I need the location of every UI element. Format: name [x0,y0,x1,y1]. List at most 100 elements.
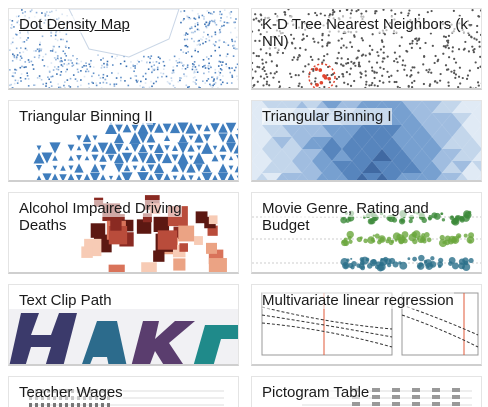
thumbnail-shape [468,232,475,239]
thumbnail-shape [198,43,201,46]
thumbnail-shape [127,84,130,87]
thumbnail-shape [80,79,82,81]
thumbnail-shape [474,87,477,88]
thumbnail-shape [231,74,233,77]
gallery-card[interactable]: Pictogram Table [251,376,482,407]
thumbnail-shape [35,50,37,52]
thumbnail-shape [458,262,466,270]
thumbnail-shape [57,66,60,68]
thumbnail-shape [148,145,154,151]
thumbnail-shape [65,45,68,48]
thumbnail-shape [462,125,481,137]
thumbnail-shape [132,165,138,171]
gallery-card[interactable]: Triangular Binning I [251,100,482,182]
thumbnail-shape [156,66,159,69]
gallery-card[interactable]: Movie Genre, Rating and Budget [251,192,482,274]
thumbnail-shape [179,77,181,79]
thumbnail-shape [368,52,371,55]
thumbnail-shape [185,122,197,134]
thumbnail-shape [106,66,108,69]
thumbnail-shape [52,48,54,51]
card-title[interactable]: Multivariate linear regression [262,292,473,309]
gallery-card[interactable]: Dot Density Map [8,8,239,90]
thumbnail-shape [411,85,414,88]
card-title[interactable]: Alcohol Impaired Driving Deaths [19,200,230,234]
thumbnail-shape [217,87,219,88]
thumbnail-shape [258,39,261,42]
thumbnail-shape [305,34,309,38]
thumbnail-shape [442,137,462,149]
card-title[interactable]: Movie Genre, Rating and Budget [262,200,473,234]
thumbnail-shape [473,47,476,51]
thumbnail-shape [380,39,384,42]
thumbnail-shape [195,124,203,132]
card-title[interactable]: Triangular Binning II [19,108,230,125]
thumbnail-shape [208,258,227,272]
thumbnail-shape [38,54,41,57]
thumbnail-shape [117,72,120,75]
thumbnail-shape [120,76,122,79]
card-title[interactable]: Triangular Binning I [262,108,473,125]
thumbnail-shape [59,60,62,63]
thumbnail-shape [179,79,181,82]
card-title[interactable]: Dot Density Map [19,16,230,33]
card-title[interactable]: Teacher Wages [19,384,230,401]
thumbnail-shape [262,161,282,173]
thumbnail-shape [314,80,317,83]
thumbnail-shape [422,89,424,90]
thumbnail-shape [272,76,275,79]
thumbnail-shape [186,163,196,173]
gallery-card[interactable]: K-D Tree Nearest Neighbors (k-NN) [251,8,482,90]
thumbnail-shape [185,84,188,87]
thumbnail-shape [287,9,290,11]
thumbnail-shape [452,388,460,392]
thumbnail-shape [92,82,95,84]
thumbnail-shape [335,77,338,80]
thumbnail-shape [196,71,199,73]
thumbnail-shape [218,60,221,63]
thumbnail-shape [392,161,412,173]
thumbnail-shape [85,52,88,55]
thumbnail-shape [262,125,282,137]
thumbnail-shape [214,68,217,71]
gallery-card[interactable]: Alcohol Impaired Driving Deaths [8,192,239,274]
gallery-card[interactable]: Teacher Wages [8,376,239,407]
thumbnail-shape [238,60,239,62]
thumbnail-shape [99,77,102,79]
thumbnail-shape [59,174,67,180]
card-title-text: Triangular Binning II [19,108,153,125]
card-title[interactable]: Text Clip Path [19,292,230,309]
thumbnail-shape [48,70,51,73]
gallery-card[interactable]: Triangular Binning II [8,100,239,182]
thumbnail-shape [282,149,302,161]
thumbnail-shape [302,137,322,149]
thumbnail-shape [106,64,108,67]
thumbnail-shape [75,62,78,65]
thumbnail-shape [151,71,153,74]
gallery-card[interactable]: Text Clip Path [8,284,239,366]
thumbnail-shape [292,56,296,59]
card-title[interactable]: K-D Tree Nearest Neighbors (k-NN) [262,16,473,50]
thumbnail-shape [207,65,210,67]
thumbnail-shape [212,145,218,151]
gallery-card[interactable]: Multivariate linear regression [251,284,482,366]
thumbnail-shape [136,59,139,62]
thumbnail-shape [451,46,454,49]
thumbnail-shape [83,173,91,180]
thumbnail-shape [432,149,452,161]
thumbnail-shape [166,50,169,53]
thumbnail-shape [402,113,422,125]
thumbnail-shape [95,84,98,87]
thumbnail-shape [50,62,53,64]
thumbnail-shape [427,70,430,74]
thumbnail-shape [185,44,188,47]
thumbnail-shape [136,63,139,65]
card-title[interactable]: Pictogram Table [262,384,473,401]
thumbnail-shape [442,101,462,113]
thumbnail-shape [211,76,213,79]
thumbnail-shape [412,113,432,125]
thumbnail-shape [323,74,327,79]
thumbnail-shape [9,313,77,364]
thumbnail-shape [216,76,219,79]
thumbnail-shape [432,402,440,406]
